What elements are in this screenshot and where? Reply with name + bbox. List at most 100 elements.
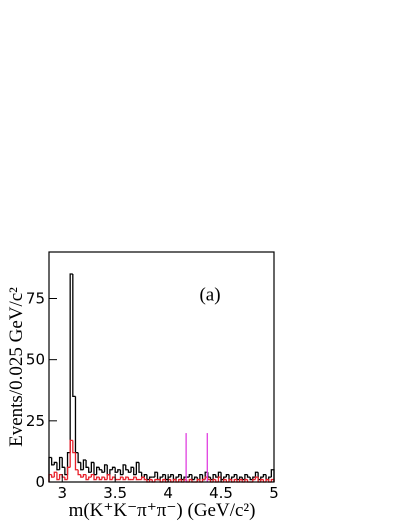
histogram-bin	[109, 469, 113, 475]
histogram-bin	[143, 474, 147, 478]
histogram-bin	[69, 439, 73, 468]
plot-frame	[48, 251, 275, 483]
histogram-bin	[249, 477, 253, 481]
y-tick-label: 75	[26, 289, 45, 307]
histogram-bin	[223, 478, 227, 482]
histogram-bin	[61, 457, 65, 468]
x-tick-label: 3	[57, 484, 67, 502]
histogram-bin	[230, 476, 235, 480]
x-tick-label: 4	[163, 484, 173, 502]
histogram-bin	[95, 466, 100, 475]
histogram-bin	[244, 478, 248, 482]
histogram-bin	[53, 471, 57, 478]
histogram-bin	[135, 477, 139, 481]
histogram-bin	[233, 478, 237, 482]
histogram-bin	[135, 461, 139, 475]
histogram-bin	[193, 476, 198, 480]
histogram-bin	[154, 478, 158, 482]
histogram-bin	[103, 464, 108, 473]
histogram-bin	[82, 459, 87, 470]
histogram-bin	[122, 464, 126, 475]
histogram-bin	[90, 474, 94, 478]
histogram-bin	[199, 474, 203, 480]
histogram-bin	[207, 472, 211, 478]
histogram-bin	[80, 462, 84, 471]
histogram-bin	[114, 467, 118, 473]
histogram-bin	[215, 474, 219, 478]
histogram-bin	[217, 476, 222, 482]
histogram-bin	[260, 478, 264, 482]
histogram-bin	[98, 467, 102, 471]
histogram-bin	[117, 469, 121, 473]
histogram-bin	[53, 461, 57, 465]
histogram-bin	[64, 477, 68, 481]
histogram-bin	[223, 476, 227, 480]
histogram-bin	[88, 476, 92, 480]
histogram-bin	[140, 476, 145, 480]
histogram-bin	[56, 472, 60, 481]
histogram-bin	[212, 478, 216, 482]
histogram-bin	[69, 273, 73, 453]
histogram-bin	[233, 474, 237, 478]
histogram-bin	[82, 474, 87, 478]
histogram-bin	[217, 471, 222, 478]
histogram-bin	[64, 467, 68, 476]
histogram-bin	[148, 476, 153, 480]
histogram-bin	[154, 471, 158, 478]
histogram-bin	[133, 476, 137, 480]
histogram-bin	[111, 466, 116, 470]
histogram-bin	[162, 474, 166, 478]
y-tick-label: 50	[26, 351, 45, 369]
histogram-bin	[159, 476, 163, 480]
histogram-bin	[175, 476, 179, 480]
histogram-bin	[262, 474, 267, 478]
x-tick-label: 4.5	[209, 484, 233, 502]
histogram-bin	[77, 469, 81, 476]
histogram-bin	[238, 476, 243, 480]
histogram-bin	[252, 478, 256, 482]
histogram-bin	[188, 474, 192, 478]
histogram-bin	[162, 478, 166, 482]
annotation: (a)	[199, 284, 220, 305]
histogram-bin	[265, 478, 269, 482]
histogram-bin	[225, 474, 229, 478]
histogram-bin	[85, 474, 89, 481]
histogram-bin	[101, 469, 105, 473]
histogram-bin	[88, 467, 92, 473]
histogram-bin	[196, 478, 200, 482]
histogram-bin	[130, 466, 134, 473]
histogram-bin	[172, 478, 177, 482]
histogram-bin	[122, 477, 126, 481]
histogram-bin	[164, 474, 169, 481]
histogram-bin	[252, 476, 256, 480]
histogram-bin	[246, 474, 251, 478]
histogram-bin	[50, 457, 55, 466]
histogram-bin	[58, 456, 63, 470]
histogram-bin	[95, 476, 100, 480]
histogram-bin	[188, 478, 192, 482]
histogram-bin	[50, 474, 55, 478]
histogram-bin	[85, 459, 89, 468]
histogram-bin	[180, 474, 184, 481]
histogram-bin	[90, 461, 94, 473]
histogram-bin	[209, 477, 214, 481]
histogram-bin	[170, 474, 174, 478]
histogram-bin	[238, 478, 243, 482]
histogram-bin	[93, 474, 97, 481]
histogram-bin	[80, 474, 84, 478]
histogram-bin	[143, 477, 147, 481]
histogram-bin	[127, 477, 132, 481]
histogram-bin	[254, 471, 259, 478]
histogram-bin	[109, 474, 113, 481]
histogram-bin	[103, 477, 108, 481]
histogram-bin	[98, 477, 102, 481]
histogram-bin	[106, 474, 110, 480]
histogram-bin	[77, 452, 81, 464]
histogram-bin	[58, 474, 63, 480]
histogram-bin	[127, 469, 132, 473]
histogram-bin	[228, 478, 232, 482]
histogram-bin	[56, 462, 60, 471]
histogram-bin	[72, 440, 76, 454]
